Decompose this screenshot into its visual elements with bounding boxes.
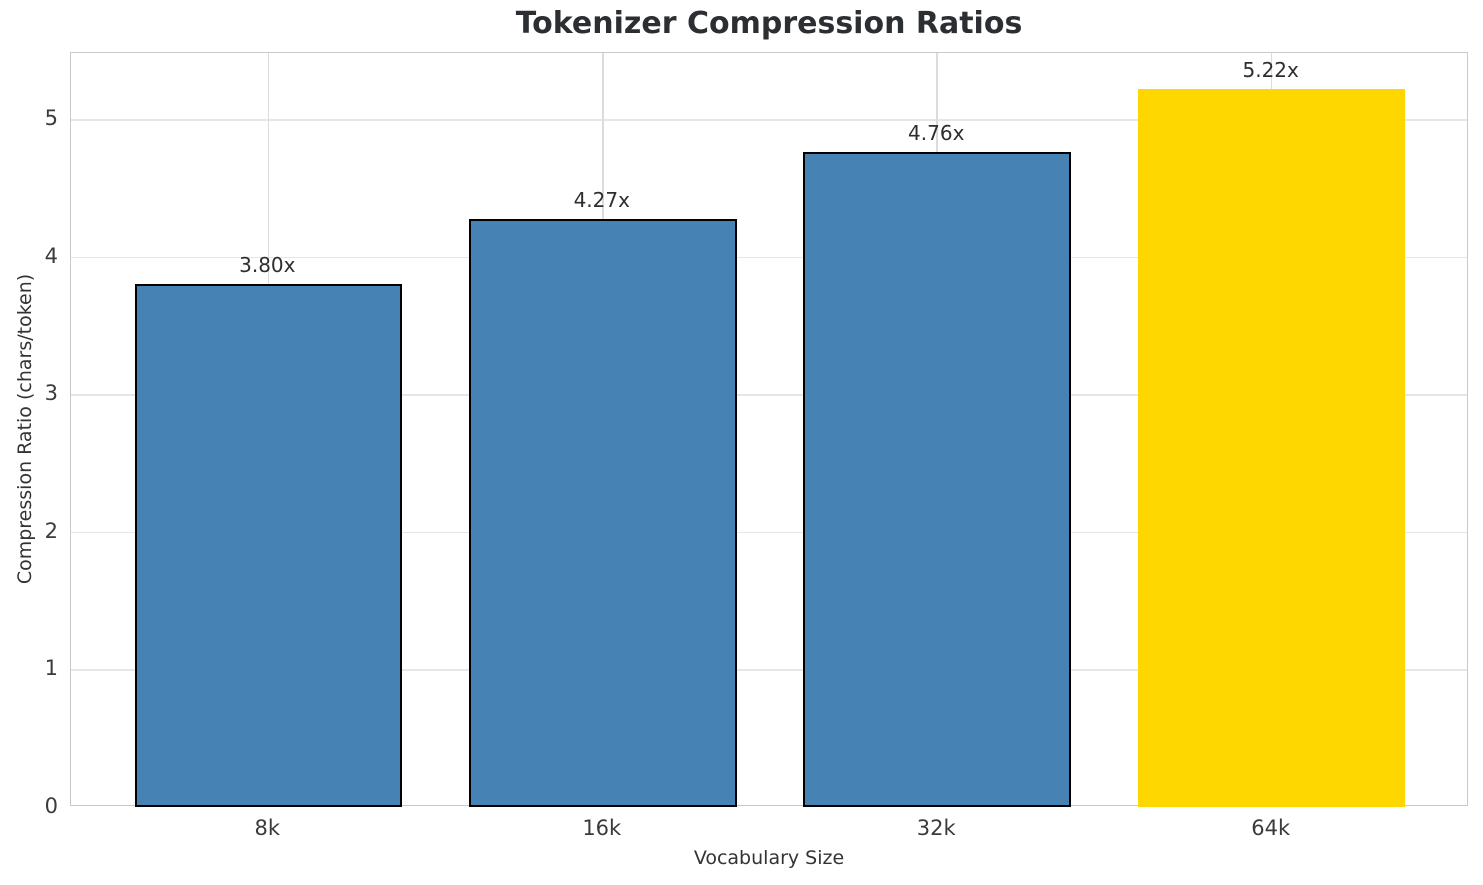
y-tick-label-0: 0 [44, 794, 58, 818]
y-tick-label-4: 4 [44, 243, 58, 268]
bar-32k [803, 152, 1071, 807]
bar-value-label-32k: 4.76x [908, 121, 965, 146]
h-gridline [71, 394, 1467, 396]
x-axis-label: Vocabulary Size [693, 847, 845, 869]
x-tick-label-32k: 32k [916, 816, 956, 840]
bar-8k [134, 284, 403, 807]
bar-value-label-16k: 4.27x [573, 188, 630, 213]
h-gridline [71, 119, 1467, 121]
x-tick-label-16k: 16k [582, 816, 622, 840]
h-gridline [71, 256, 1467, 259]
x-tick-label-8k: 8k [254, 816, 281, 840]
chart-title: Tokenizer Compression Ratios [515, 6, 1023, 41]
bar-value-label-64k: 5.22x [1242, 57, 1299, 82]
x-tick-label-64k: 64k [1251, 816, 1291, 840]
bar-64k [1137, 88, 1406, 807]
bar-16k [468, 219, 737, 807]
y-tick-label-1: 1 [44, 656, 58, 681]
y-tick-label-2: 2 [44, 518, 58, 543]
y-tick-label-5: 5 [44, 106, 58, 131]
y-tick-label-3: 3 [44, 381, 58, 406]
h-gridline [71, 669, 1467, 671]
h-gridline [71, 531, 1467, 534]
plot-area [70, 52, 1468, 807]
bar-value-label-8k: 3.80x [239, 253, 296, 278]
